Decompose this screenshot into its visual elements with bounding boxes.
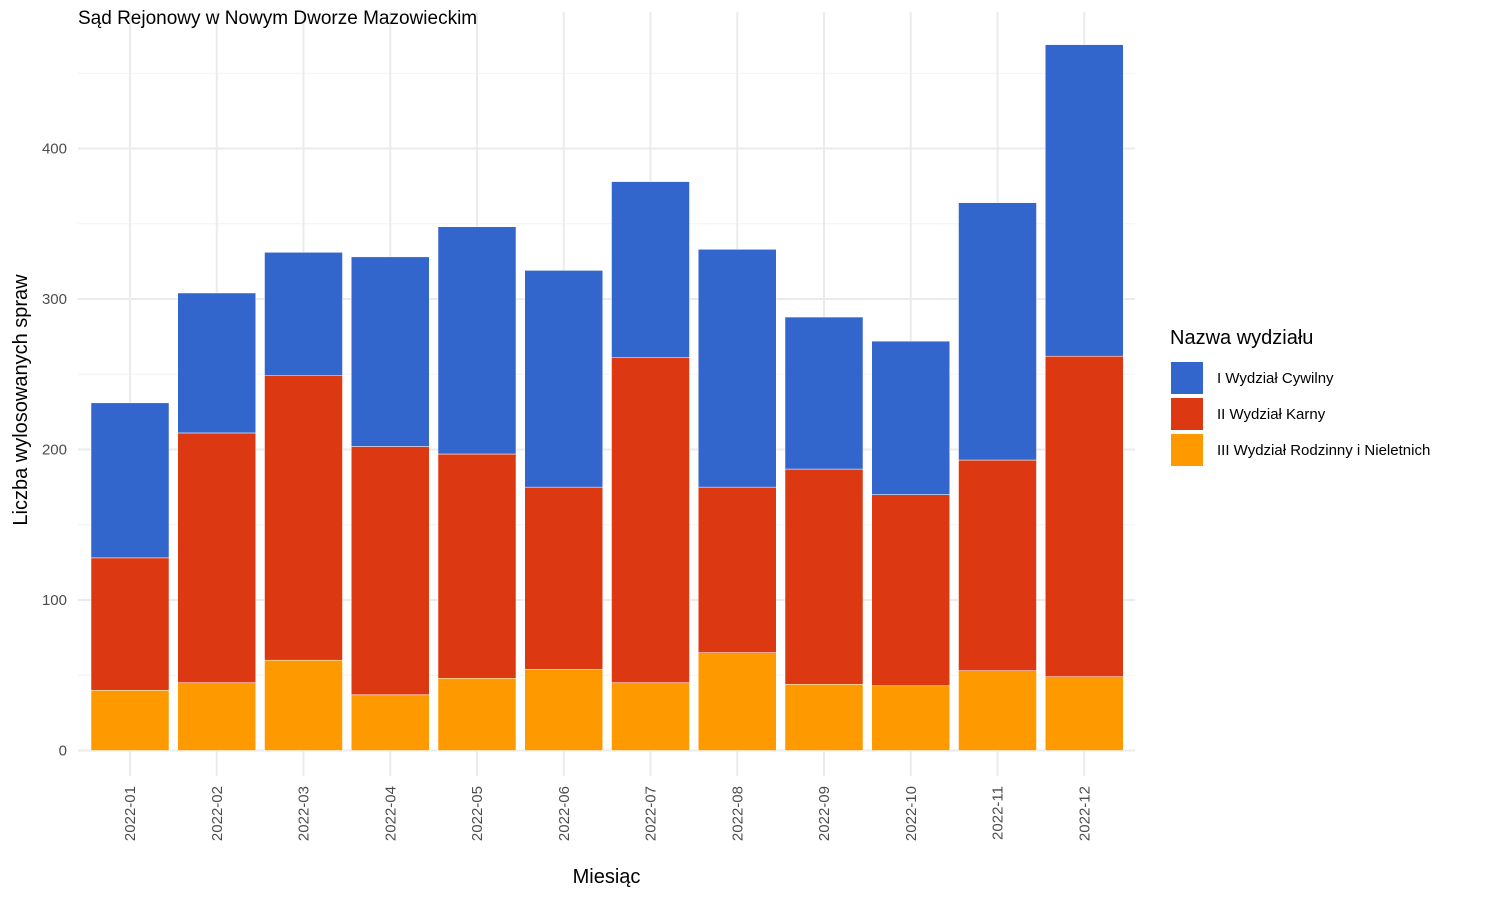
x-tick-label: 2022-01 <box>122 786 139 841</box>
bar-2022-05-series-1 <box>437 453 517 679</box>
bar-2022-11-series-2 <box>958 202 1037 461</box>
legend-swatch-karny <box>1170 397 1204 431</box>
bar-2022-08-series-2 <box>698 249 777 488</box>
legend-swatch-rodzinny <box>1170 433 1204 467</box>
bar-2022-05-series-2 <box>437 226 517 455</box>
bar-2022-06-series-1 <box>524 486 603 670</box>
bar-2022-12-series-2 <box>1045 44 1124 357</box>
legend-item-rodzinny: III Wydział Rodzinny i Nieletnich <box>1170 432 1430 468</box>
x-tick-label: 2022-05 <box>469 786 486 841</box>
bar-2022-05-series-0 <box>437 678 517 751</box>
x-tick-label: 2022-10 <box>903 786 920 841</box>
chart-title: Sąd Rejonowy w Nowym Dworze Mazowieckim <box>78 8 478 29</box>
legend-swatch-cywilny <box>1170 361 1204 395</box>
legend-item-karny: II Wydział Karny <box>1170 396 1430 432</box>
x-tick-label: 2022-07 <box>643 786 660 841</box>
bar-2022-03-series-0 <box>264 659 343 751</box>
bar-2022-03-series-2 <box>264 252 343 377</box>
bar-2022-01-series-2 <box>90 402 170 559</box>
x-axis-ticks: 2022-01 2022-02 2022-03 2022-04 2022-05 2022-… <box>122 786 1093 841</box>
bar-2022-03-series-1 <box>264 375 343 661</box>
bar-2022-07-series-0 <box>611 682 690 751</box>
bar-2022-02-series-2 <box>177 292 256 434</box>
bar-2022-07-series-2 <box>611 181 690 358</box>
bars <box>90 44 1124 751</box>
bar-2022-10-series-1 <box>871 494 950 687</box>
bar-2022-09-series-1 <box>784 468 864 685</box>
x-tick-label: 2022-08 <box>729 786 746 841</box>
bar-2022-08-series-1 <box>698 486 777 653</box>
x-axis-label: Miesiąc <box>572 866 641 888</box>
bar-2022-08-series-0 <box>698 652 777 751</box>
bar-2022-10-series-0 <box>871 685 950 751</box>
bar-2022-07-series-1 <box>611 357 690 684</box>
y-tick-label: 300 <box>42 291 67 308</box>
bar-2022-02-series-1 <box>177 432 256 684</box>
x-tick-label: 2022-06 <box>556 786 573 841</box>
bar-2022-06-series-2 <box>524 270 603 488</box>
bar-2022-10-series-2 <box>871 340 950 495</box>
x-tick-label: 2022-11 <box>990 786 1007 840</box>
bar-2022-04-series-1 <box>351 446 430 696</box>
y-tick-label: 400 <box>42 141 67 158</box>
bar-2022-02-series-0 <box>177 682 256 751</box>
bar-2022-09-series-0 <box>784 684 864 751</box>
y-tick-label: 100 <box>42 592 67 609</box>
bar-2022-12-series-0 <box>1045 676 1124 751</box>
bar-2022-01-series-0 <box>90 690 170 751</box>
y-tick-label: 200 <box>42 442 67 459</box>
bar-2022-11-series-1 <box>958 459 1037 671</box>
bar-2022-11-series-0 <box>958 670 1037 751</box>
y-tick-label: 0 <box>59 743 67 760</box>
bar-2022-04-series-2 <box>351 256 430 447</box>
legend: Nazwa wydziału I Wydział Cywilny II Wydz… <box>1170 327 1430 468</box>
legend-label-cywilny: I Wydział Cywilny <box>1217 369 1334 387</box>
x-tick-label: 2022-09 <box>816 786 833 841</box>
x-tick-label: 2022-03 <box>296 786 313 841</box>
bar-2022-06-series-0 <box>524 668 603 751</box>
bar-2022-01-series-1 <box>90 557 170 691</box>
legend-label-karny: II Wydział Karny <box>1217 405 1326 423</box>
x-tick-label: 2022-04 <box>382 786 399 841</box>
legend-label-rodzinny: III Wydział Rodzinny i Nieletnich <box>1217 441 1431 459</box>
legend-title: Nazwa wydziału <box>1170 327 1314 349</box>
y-axis-ticks: 0 100 200 300 400 <box>42 141 67 760</box>
y-axis-label: Liczba wylosowanych spraw <box>10 274 32 526</box>
bar-2022-09-series-2 <box>784 316 864 470</box>
legend-item-cywilny: I Wydział Cywilny <box>1170 360 1430 396</box>
x-tick-label: 2022-12 <box>1076 786 1093 841</box>
bar-2022-04-series-0 <box>351 694 430 751</box>
x-tick-label: 2022-02 <box>209 786 226 841</box>
bar-2022-12-series-1 <box>1045 355 1124 678</box>
